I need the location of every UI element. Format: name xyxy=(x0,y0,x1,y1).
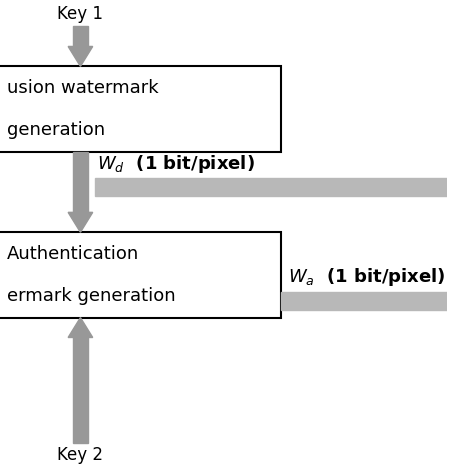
Text: $\mathit{W}_a$  (1 bit/pixel): $\mathit{W}_a$ (1 bit/pixel) xyxy=(288,266,446,288)
Polygon shape xyxy=(0,66,282,152)
Text: $\mathit{W}_d$  (1 bit/pixel): $\mathit{W}_d$ (1 bit/pixel) xyxy=(97,153,255,174)
Polygon shape xyxy=(73,26,88,46)
Polygon shape xyxy=(73,152,88,212)
Text: Key 2: Key 2 xyxy=(57,446,103,464)
Text: generation: generation xyxy=(7,121,105,139)
Text: ermark generation: ermark generation xyxy=(7,287,175,305)
Polygon shape xyxy=(68,318,93,337)
Text: Authentication: Authentication xyxy=(7,245,139,263)
Text: usion watermark: usion watermark xyxy=(7,79,158,97)
Polygon shape xyxy=(282,292,469,310)
Text: Key 1: Key 1 xyxy=(57,5,103,23)
Polygon shape xyxy=(95,178,469,196)
Polygon shape xyxy=(68,212,93,232)
Polygon shape xyxy=(68,46,93,66)
Polygon shape xyxy=(73,337,88,443)
Polygon shape xyxy=(0,232,282,318)
